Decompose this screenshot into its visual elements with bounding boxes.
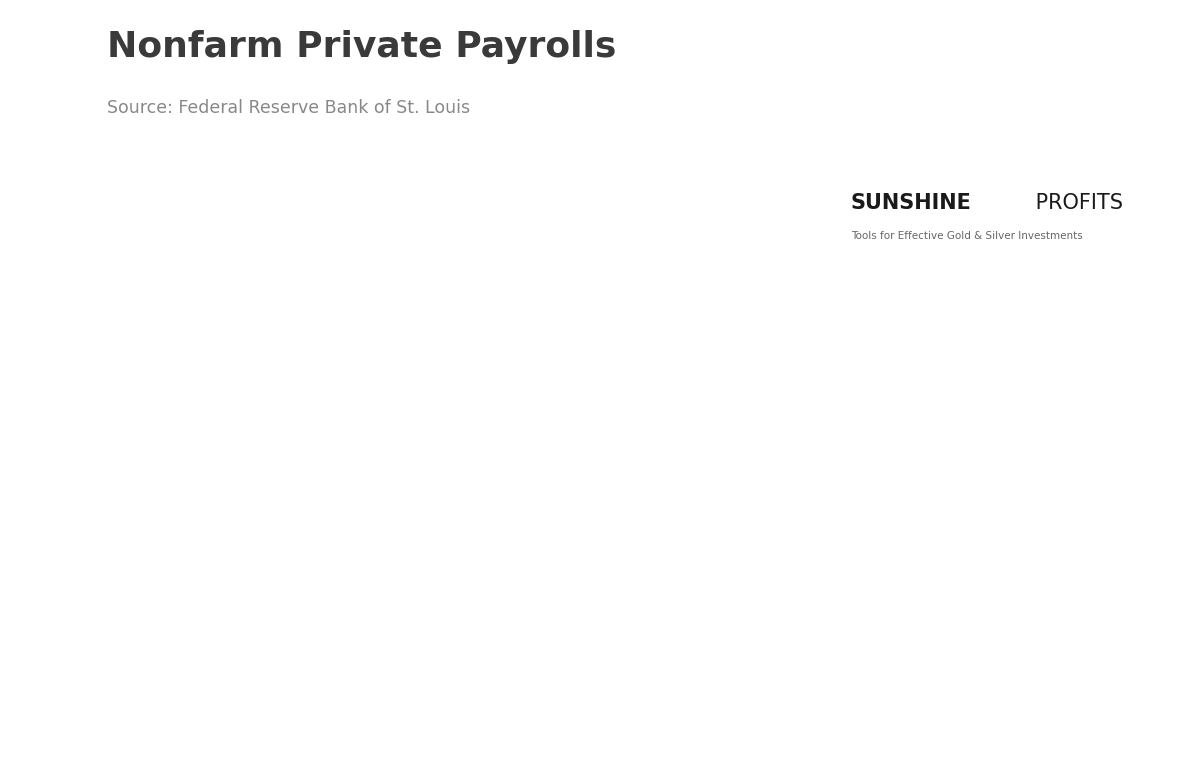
Bar [1083,460,1095,690]
Text: Tools for Effective Gold & Silver Investments: Tools for Effective Gold & Silver Invest… [851,231,1083,241]
Bar [1051,487,1063,690]
Bar [788,397,800,690]
Bar [525,449,537,690]
Bar [476,296,488,690]
Bar [771,575,783,690]
Bar [409,317,421,690]
Bar [426,491,438,690]
Polygon shape [869,99,1109,207]
Bar [1100,415,1111,690]
Bar [804,381,816,690]
Bar [312,428,324,690]
Polygon shape [892,70,1135,184]
Bar [394,464,406,690]
Bar [163,439,175,690]
Bar [656,478,668,690]
Bar [870,493,882,690]
Bar [689,403,701,690]
Text: Source: Federal Reserve Bank of St. Louis: Source: Federal Reserve Bank of St. Loui… [107,99,470,117]
Bar [706,449,718,690]
Bar [887,434,898,690]
Bar [443,456,455,690]
Bar [541,453,553,690]
Bar [361,381,372,690]
Bar [180,457,192,690]
Bar [853,378,865,690]
Bar [377,397,389,690]
Bar [131,457,143,690]
Bar [344,420,356,690]
Text: PROFITS: PROFITS [1029,193,1123,213]
Text: SUNSHINE: SUNSHINE [851,193,972,213]
Bar [327,397,339,690]
Bar [624,399,635,690]
Bar [262,340,274,690]
Bar [672,568,684,690]
Bar [738,409,750,690]
Bar [640,531,652,690]
Bar [278,420,290,690]
Polygon shape [859,83,1102,202]
Polygon shape [876,76,1116,193]
Bar [722,500,734,690]
Bar [295,392,307,690]
Bar [459,395,471,690]
Text: Nonfarm Private Payrolls: Nonfarm Private Payrolls [107,30,616,64]
Bar [952,475,964,690]
Bar [902,493,914,690]
Bar [230,470,242,690]
Bar [1066,440,1078,690]
Bar [213,422,225,690]
Bar [1001,374,1013,690]
Bar [196,491,208,690]
Bar [574,456,585,690]
Bar [1034,387,1046,690]
Bar [984,583,996,690]
Bar [148,365,159,690]
Bar [935,495,947,690]
Bar [837,527,848,690]
Bar [1017,436,1029,690]
Bar [590,426,602,690]
Bar [754,415,766,690]
Bar [820,338,832,690]
Bar [919,535,931,690]
Bar [114,457,126,690]
Bar [491,401,503,690]
Bar [508,441,520,690]
Bar [607,329,619,690]
Bar [245,285,257,690]
Bar [969,432,981,690]
Bar [558,531,570,690]
